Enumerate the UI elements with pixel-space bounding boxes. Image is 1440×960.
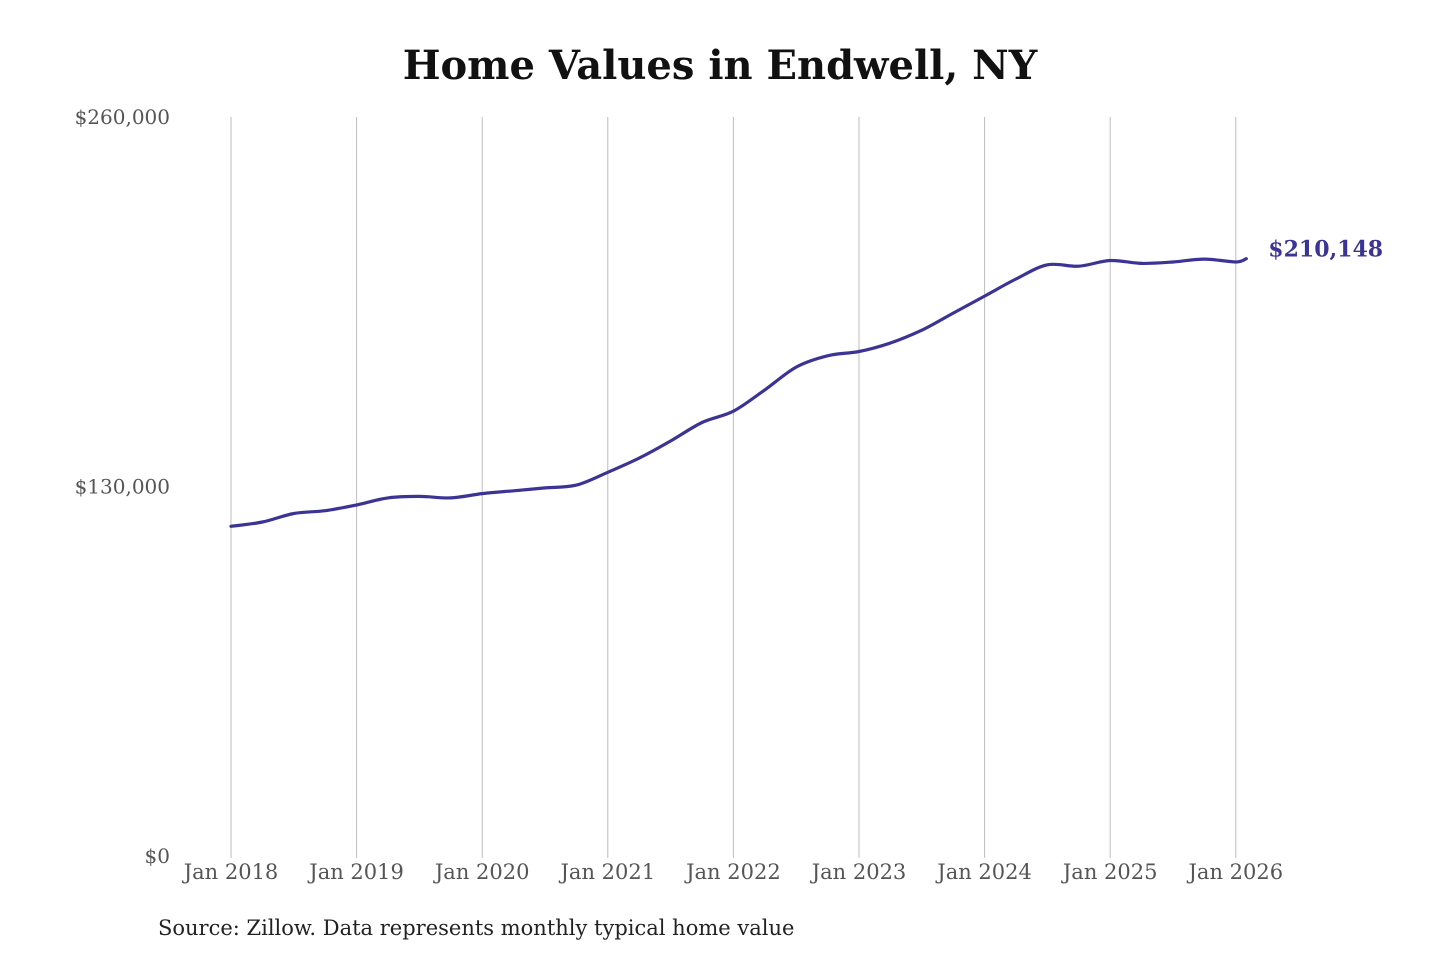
x-tick-label: Jan 2024 <box>935 860 1032 884</box>
x-tick-label: Jan 2023 <box>810 860 907 884</box>
x-tick-label: Jan 2021 <box>559 860 656 884</box>
x-axis: Jan 2018 Jan 2019 Jan 2020 Jan 2021 Jan 2022… <box>182 860 1283 884</box>
x-tick-label: Jan 2022 <box>684 860 781 884</box>
x-tick-label: Jan 2018 <box>182 860 279 884</box>
grid-lines <box>230 117 1237 858</box>
y-tick-label: $130,000 <box>75 475 170 499</box>
x-tick-label: Jan 2020 <box>433 860 530 884</box>
series-line <box>229 257 1248 528</box>
y-axis: $0 $130,000 $260,000 <box>75 105 170 868</box>
x-tick-label: Jan 2025 <box>1061 860 1158 884</box>
x-tick-label: Jan 2026 <box>1187 860 1284 884</box>
y-tick-label: $260,000 <box>75 105 170 129</box>
source-note: Source: Zillow. Data represents monthly … <box>158 916 795 940</box>
end-value-label: $210,148 <box>1268 237 1383 263</box>
x-tick-label: Jan 2019 <box>307 860 404 884</box>
chart-title: Home Values in Endwell, NY <box>402 42 1038 89</box>
y-tick-label: $0 <box>145 844 170 868</box>
